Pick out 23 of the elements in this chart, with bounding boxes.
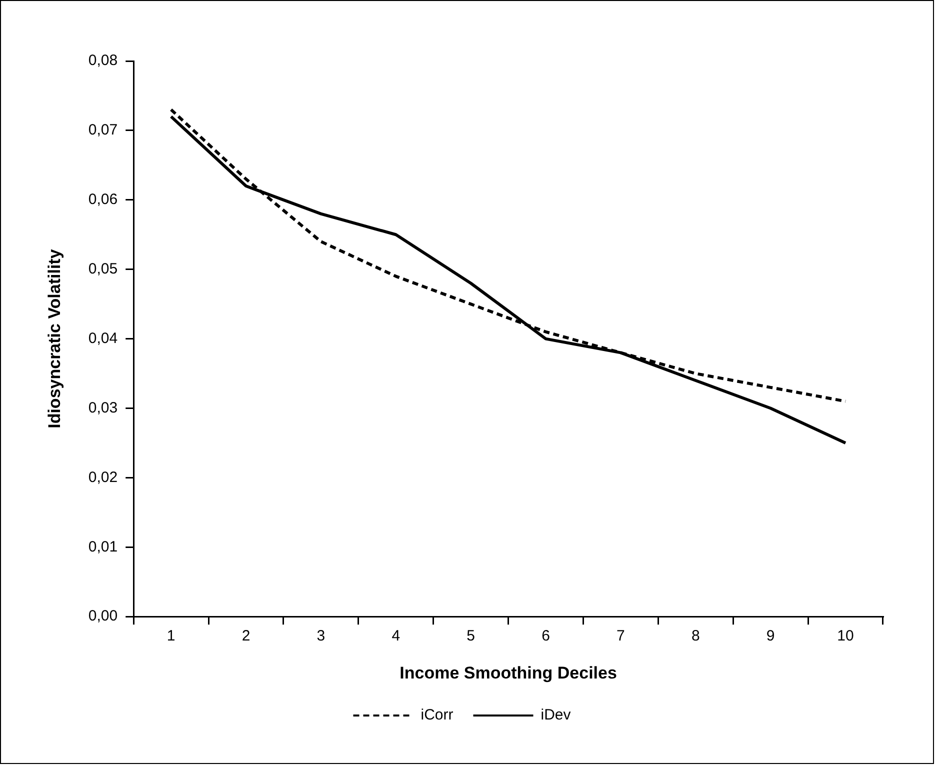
x-tick-label: 4 [392, 628, 400, 645]
x-axis-title: Income Smoothing Deciles [400, 663, 617, 682]
x-tick-label: 5 [466, 628, 475, 645]
y-tick-label: 0,00 [88, 608, 118, 625]
legend-label: iDev [540, 706, 572, 724]
y-axis-title: Idiosyncratic Volatility [44, 248, 64, 428]
x-tick-label: 1 [166, 628, 176, 645]
y-tick-label: 0,02 [88, 468, 118, 486]
y-tick-label: 0,08 [88, 52, 118, 70]
x-tick-label: 2 [242, 628, 250, 645]
x-tick-label: 10 [837, 628, 854, 645]
y-tick-label: 0,07 [88, 122, 118, 139]
y-tick-label: 0,05 [88, 260, 118, 278]
x-tick-label: 3 [316, 628, 326, 645]
legend-label: iCorr [420, 706, 454, 724]
x-tick-label: 7 [616, 628, 625, 645]
x-tick-label: 8 [691, 628, 700, 645]
y-tick-label: 0,06 [88, 191, 118, 208]
y-tick-label: 0,03 [88, 399, 118, 416]
x-tick-label: 6 [542, 628, 550, 645]
y-tick-label: 0,01 [88, 538, 118, 556]
y-tick-label: 0,04 [88, 330, 118, 347]
x-tick-label: 9 [766, 628, 775, 645]
